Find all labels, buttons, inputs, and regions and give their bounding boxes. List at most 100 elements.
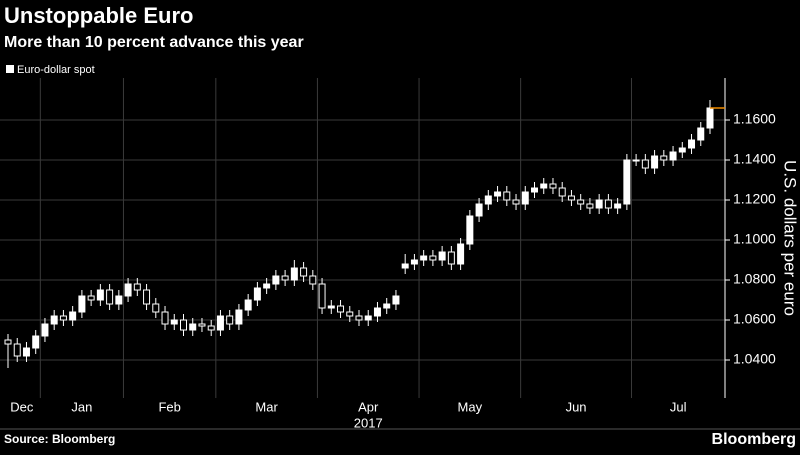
candle-body: [623, 159, 631, 205]
candle-body: [484, 195, 492, 205]
candle-body: [660, 155, 668, 161]
candle-body: [410, 259, 418, 265]
candle-body: [22, 347, 30, 357]
candle-body: [13, 343, 21, 357]
candle-body: [133, 283, 141, 291]
candle-body: [475, 203, 483, 217]
candle-body: [531, 187, 538, 193]
source: Source: Bloomberg: [4, 432, 115, 446]
candle-body: [697, 127, 705, 141]
candle-body: [364, 315, 372, 321]
candle-body: [272, 275, 280, 285]
candle-body: [300, 267, 308, 277]
chart-title: Unstoppable Euro: [4, 3, 193, 28]
candle-body: [87, 295, 95, 301]
candle-body: [595, 199, 603, 209]
x-tick-label: Jan: [71, 399, 92, 414]
y-tick-label: 1.0400: [733, 351, 776, 367]
y-axis-title: U.S. dollars per euro: [781, 160, 800, 316]
candle-body: [438, 251, 446, 261]
candle-body: [69, 311, 77, 321]
candle-body: [189, 323, 197, 331]
candle-body: [309, 275, 317, 285]
brand: Bloomberg: [712, 431, 796, 448]
x-tick-label: Dec: [10, 399, 34, 414]
legend-label: Euro-dollar spot: [17, 64, 95, 76]
candle-body: [392, 295, 400, 305]
candle-body: [152, 303, 160, 313]
candle-body: [466, 215, 474, 245]
candle-body: [429, 255, 437, 261]
x-tick-label: Jul: [670, 399, 687, 414]
candle-body: [198, 323, 206, 327]
candle-body: [632, 159, 640, 162]
candle-body: [401, 263, 409, 269]
candle-body: [604, 199, 612, 209]
y-tick-label: 1.1200: [733, 191, 776, 207]
candle-body: [143, 289, 151, 305]
x-tick-label: Jun: [566, 399, 587, 414]
candle-body: [253, 287, 261, 301]
candle-body: [235, 309, 243, 325]
candle-body: [290, 267, 298, 281]
candle-body: [59, 315, 67, 321]
candle-body: [161, 311, 169, 325]
candle-body: [106, 289, 114, 305]
candle-body: [355, 315, 363, 321]
y-tick-label: 1.1400: [733, 151, 776, 167]
candle-body: [688, 139, 696, 149]
candle-body: [457, 243, 465, 265]
candle-body: [614, 203, 622, 209]
candle-body: [678, 147, 686, 153]
candle-body: [226, 315, 234, 325]
x-tick-label: Feb: [158, 399, 180, 414]
candle-body: [586, 203, 594, 209]
y-tick-label: 1.0600: [733, 311, 776, 327]
y-tick-label: 1.0800: [733, 271, 776, 287]
candle-body: [318, 283, 326, 309]
candle-body: [549, 183, 557, 189]
candle-body: [78, 295, 86, 313]
candle-body: [447, 251, 455, 265]
candle-body: [706, 107, 714, 129]
candle-body: [521, 191, 529, 205]
candle-body: [41, 323, 49, 337]
candle-body: [32, 335, 40, 349]
candle-body: [558, 187, 566, 197]
candle-body: [244, 299, 252, 311]
candle-body: [651, 155, 659, 169]
y-tick-label: 1.1600: [733, 111, 776, 127]
candle-body: [540, 183, 548, 189]
candle-body: [346, 311, 354, 317]
candle-body: [327, 305, 335, 309]
candle-body: [494, 191, 502, 197]
candle-body: [337, 305, 345, 313]
candle-body: [50, 315, 58, 325]
candle-body: [170, 319, 178, 325]
candle-body: [503, 191, 511, 201]
x-tick-label: May: [458, 399, 483, 414]
x-tick-label: Mar: [255, 399, 278, 414]
candle-body: [383, 303, 391, 309]
legend-swatch: [6, 65, 14, 73]
candle-body: [263, 283, 271, 289]
chart-subtitle: More than 10 percent advance this year: [4, 34, 304, 51]
candle-body: [669, 151, 677, 161]
y-tick-label: 1.1000: [733, 231, 776, 247]
x-tick-label: Apr: [358, 399, 379, 414]
candle-body: [124, 283, 132, 297]
candle-body: [180, 319, 187, 331]
candle-body: [577, 199, 585, 205]
candle-body: [4, 339, 12, 345]
candle-body: [207, 325, 215, 331]
candle-body: [567, 195, 575, 201]
candle-body: [420, 255, 428, 261]
candle-body: [512, 199, 520, 205]
candle-body: [115, 295, 123, 305]
candle-body: [281, 275, 289, 281]
x-year-label: 2017: [354, 415, 383, 430]
candle-body: [216, 315, 224, 331]
candle-body: [641, 159, 649, 169]
